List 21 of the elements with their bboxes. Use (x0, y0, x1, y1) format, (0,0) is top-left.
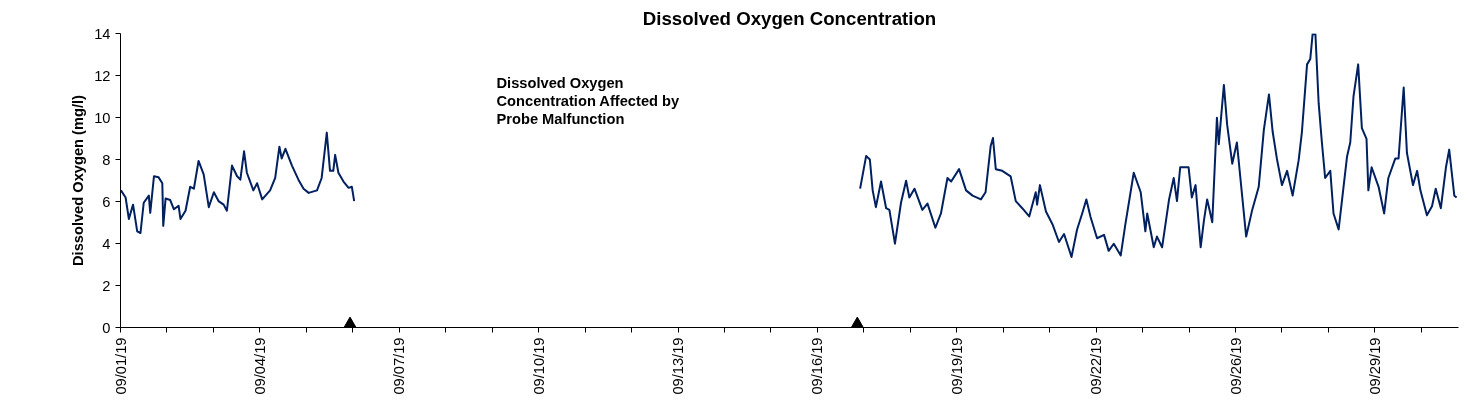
x-tick-label: 09/19/19 (948, 337, 965, 395)
y-tick-label: 4 (102, 235, 111, 252)
x-tick-label: 09/07/19 (391, 337, 408, 395)
y-tick-label: 12 (94, 67, 111, 84)
x-tick-label: 09/26/19 (1227, 337, 1244, 395)
y-axis-title: Dissolved Oxygen (mg/l) (70, 94, 87, 267)
y-tick-label: 14 (94, 25, 111, 42)
x-tick-label: 09/16/19 (809, 337, 826, 395)
x-tick-label: 09/29/19 (1366, 337, 1383, 395)
chart-title: Dissolved Oxygen Concentration (642, 7, 937, 29)
x-tick-label: 09/22/19 (1088, 337, 1105, 395)
y-tick-label: 8 (102, 151, 111, 168)
y-tick-label: 2 (102, 277, 111, 294)
annotation: Dissolved Oxygen Concentration Affected by Probe Malfunction (496, 74, 681, 128)
x-tick-label: 09/04/19 (251, 337, 268, 395)
y-tick-label: 10 (94, 109, 111, 126)
x-tick-label: 09/13/19 (670, 337, 686, 395)
x-tick-label: 09/01/19 (112, 337, 129, 395)
y-tick-label: 6 (102, 193, 111, 210)
y-tick-label: 0 (102, 319, 111, 336)
x-tick-label: 09/10/19 (530, 337, 547, 395)
